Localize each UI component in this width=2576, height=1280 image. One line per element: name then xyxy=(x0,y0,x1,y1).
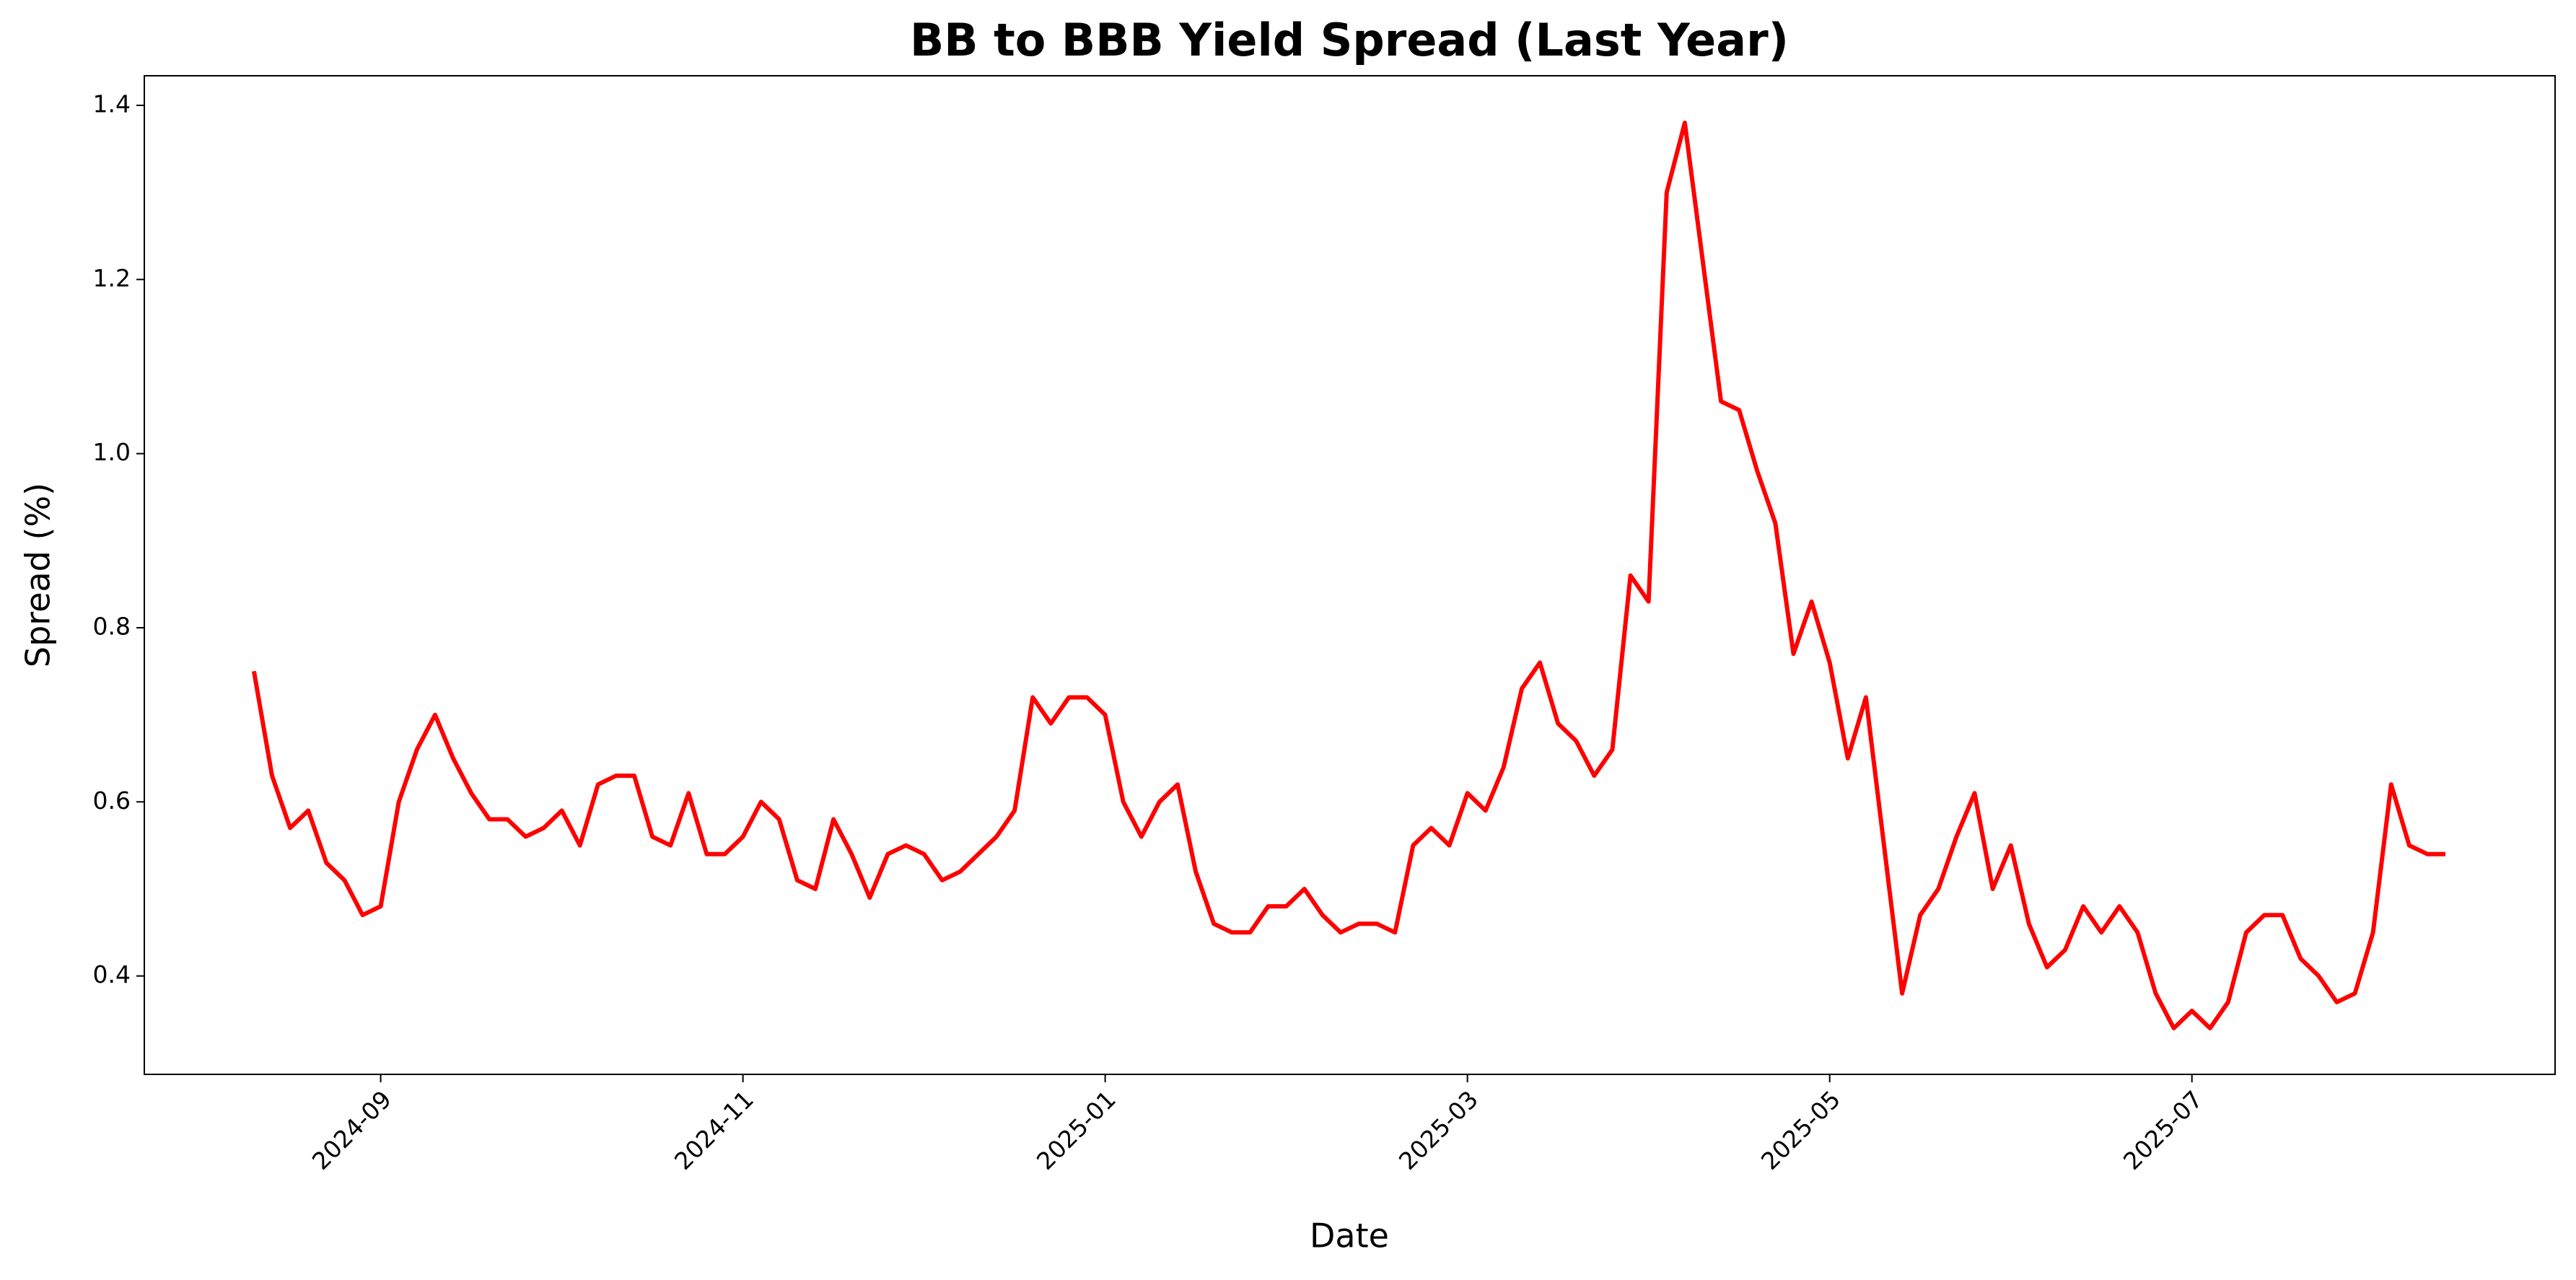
y-tick-label: 1.4 xyxy=(93,90,131,118)
y-tick-label: 1.0 xyxy=(93,438,131,466)
data-line xyxy=(251,120,2446,1030)
x-tick-label: 2024-11 xyxy=(669,1085,759,1175)
y-axis-label: Spread (%) xyxy=(19,483,58,667)
y-tick-label: 0.4 xyxy=(93,960,131,989)
x-tick-label: 2025-01 xyxy=(1031,1085,1121,1175)
y-tick-label: 0.6 xyxy=(93,786,131,815)
y-tick-label: 0.8 xyxy=(93,613,131,641)
plot-frame xyxy=(144,75,2556,1075)
y-tick-label: 1.2 xyxy=(93,264,131,292)
x-axis-label: Date xyxy=(1310,1217,1389,1255)
x-tick-label: 2025-05 xyxy=(1756,1085,1846,1175)
x-tick-label: 2025-07 xyxy=(2118,1085,2208,1175)
chart-title: BB to BBB Yield Spread (Last Year) xyxy=(910,14,1789,66)
x-tick-label: 2025-03 xyxy=(1393,1085,1484,1175)
x-tick-label: 2024-09 xyxy=(307,1085,397,1175)
